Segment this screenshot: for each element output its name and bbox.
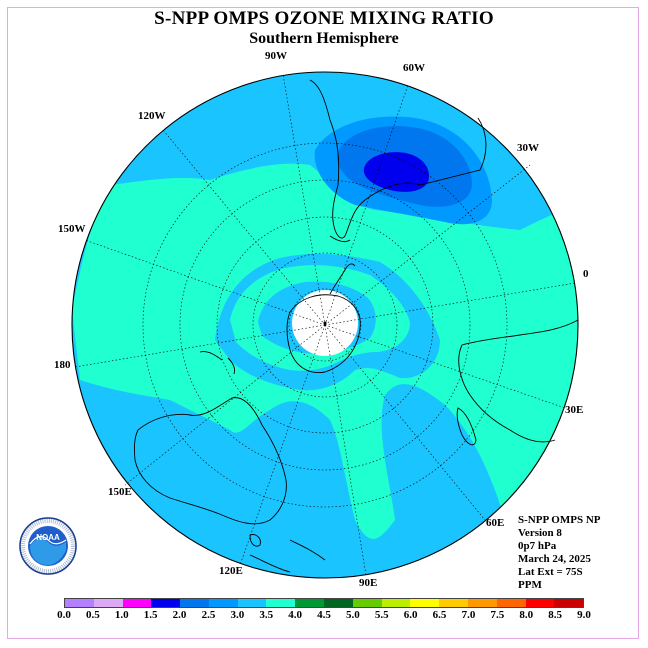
lon-label-120w: 120W (138, 110, 166, 122)
new-zealand (199, 351, 235, 375)
colorbar-tick-label: 5.5 (374, 609, 389, 621)
colorbar-tick-label: 4.5 (317, 609, 331, 621)
colorbar-ticks: 0.0 0.5 1.0 1.5 2.0 2.5 3.0 3.5 4.0 4.5 5.0 5.5 6.0 6… (57, 609, 591, 623)
colorbar-tick-label: 0.5 (86, 609, 100, 621)
lon-label-90e: 90E (359, 577, 378, 589)
colorbar-tick-label: 2.0 (172, 609, 187, 621)
antarctica-coast (286, 294, 361, 374)
colorbar-segment (381, 599, 411, 607)
colorbar (64, 598, 584, 608)
colorbar-tick-label: 2.5 (201, 609, 216, 621)
colorbar-tick-label: 1.5 (143, 609, 158, 621)
colorbar-segment (295, 599, 325, 607)
lon-label-30e: 30E (565, 404, 584, 416)
colorbar-segment (208, 599, 238, 607)
colorbar-segment (467, 599, 497, 607)
lon-label-60w: 60W (403, 62, 425, 74)
colorbar-tick-label: 6.0 (403, 609, 418, 621)
colorbar-segment (237, 599, 267, 607)
africa (458, 319, 579, 443)
info-line-version: Version 8 (518, 527, 562, 539)
noaa-logo: NOAA (19, 517, 77, 575)
hemisphere-boundary (71, 71, 579, 579)
australia (134, 397, 287, 525)
colorbar-segment (266, 599, 296, 607)
colorbar-tick-label: 6.5 (432, 609, 447, 621)
colorbar-segment (180, 599, 209, 607)
lon-label-120e: 120E (219, 565, 243, 577)
product-info: S-NPP OMPS NP Version 8 0p7 hPa March 24… (518, 514, 601, 592)
colorbar-segment (554, 599, 584, 607)
colorbar-segment (122, 599, 152, 607)
colorbar-segment (352, 599, 382, 607)
colorbar-segment (151, 599, 181, 607)
field-2.0-2.5-core (363, 152, 430, 192)
lon-label-0: 0 (583, 268, 589, 280)
colorbar-tick-label: 4.0 (288, 609, 302, 621)
info-line-pressure: 0p7 hPa (518, 540, 557, 552)
plot-frame (7, 7, 639, 639)
colorbar-tick-label: 0.0 (57, 609, 71, 621)
info-line-instrument: S-NPP OMPS NP (518, 514, 601, 526)
colorbar-segment (496, 599, 526, 607)
lon-label-30w: 30W (517, 142, 539, 154)
lon-label-150w: 150W (58, 223, 86, 235)
southeast-islands (249, 539, 326, 573)
lon-label-90w: 90W (265, 50, 287, 62)
colorbar-segment (324, 599, 353, 607)
colorbar-tick-label: 5.0 (346, 609, 360, 621)
colorbar-segment (525, 599, 555, 607)
colorbar-tick-label: 3.0 (230, 609, 245, 621)
colorbar-tick-label: 8.0 (519, 609, 534, 621)
lon-label-60e: 60E (486, 517, 505, 529)
graticule (74, 73, 576, 576)
colorbar-tick-label: 8.5 (548, 609, 562, 621)
colorbar-segment (439, 599, 468, 607)
info-line-date: March 24, 2025 (518, 553, 591, 565)
colorbar-segment (410, 599, 440, 607)
colorbar-segment (65, 599, 94, 607)
south-america (309, 79, 487, 239)
colorbar-tick-label: 7.0 (461, 609, 476, 621)
antarctic-peninsula (329, 263, 356, 295)
colorbar-tick-label: 3.5 (259, 609, 274, 621)
tasmania (249, 534, 261, 547)
plot-title: S-NPP OMPS OZONE MIXING RATIO (154, 8, 494, 29)
madagascar (456, 407, 477, 446)
coastlines (134, 79, 579, 573)
colorbar-tick-label: 9.0 (577, 609, 591, 621)
colorbar-segment (93, 599, 123, 607)
colorbar-tick-label: 1.0 (114, 609, 129, 621)
info-line-lat-extent: Lat Ext = 75S (518, 566, 583, 578)
info-line-units: PPM (518, 579, 542, 591)
lon-label-180: 180 (54, 359, 71, 371)
plot-subtitle: Southern Hemisphere (249, 30, 399, 47)
lon-label-150e: 150E (108, 486, 132, 498)
logo-text: NOAA (36, 533, 60, 542)
tierra-del-fuego (329, 235, 351, 243)
south-pole-marker (323, 321, 327, 325)
colorbar-tick-label: 7.5 (490, 609, 505, 621)
